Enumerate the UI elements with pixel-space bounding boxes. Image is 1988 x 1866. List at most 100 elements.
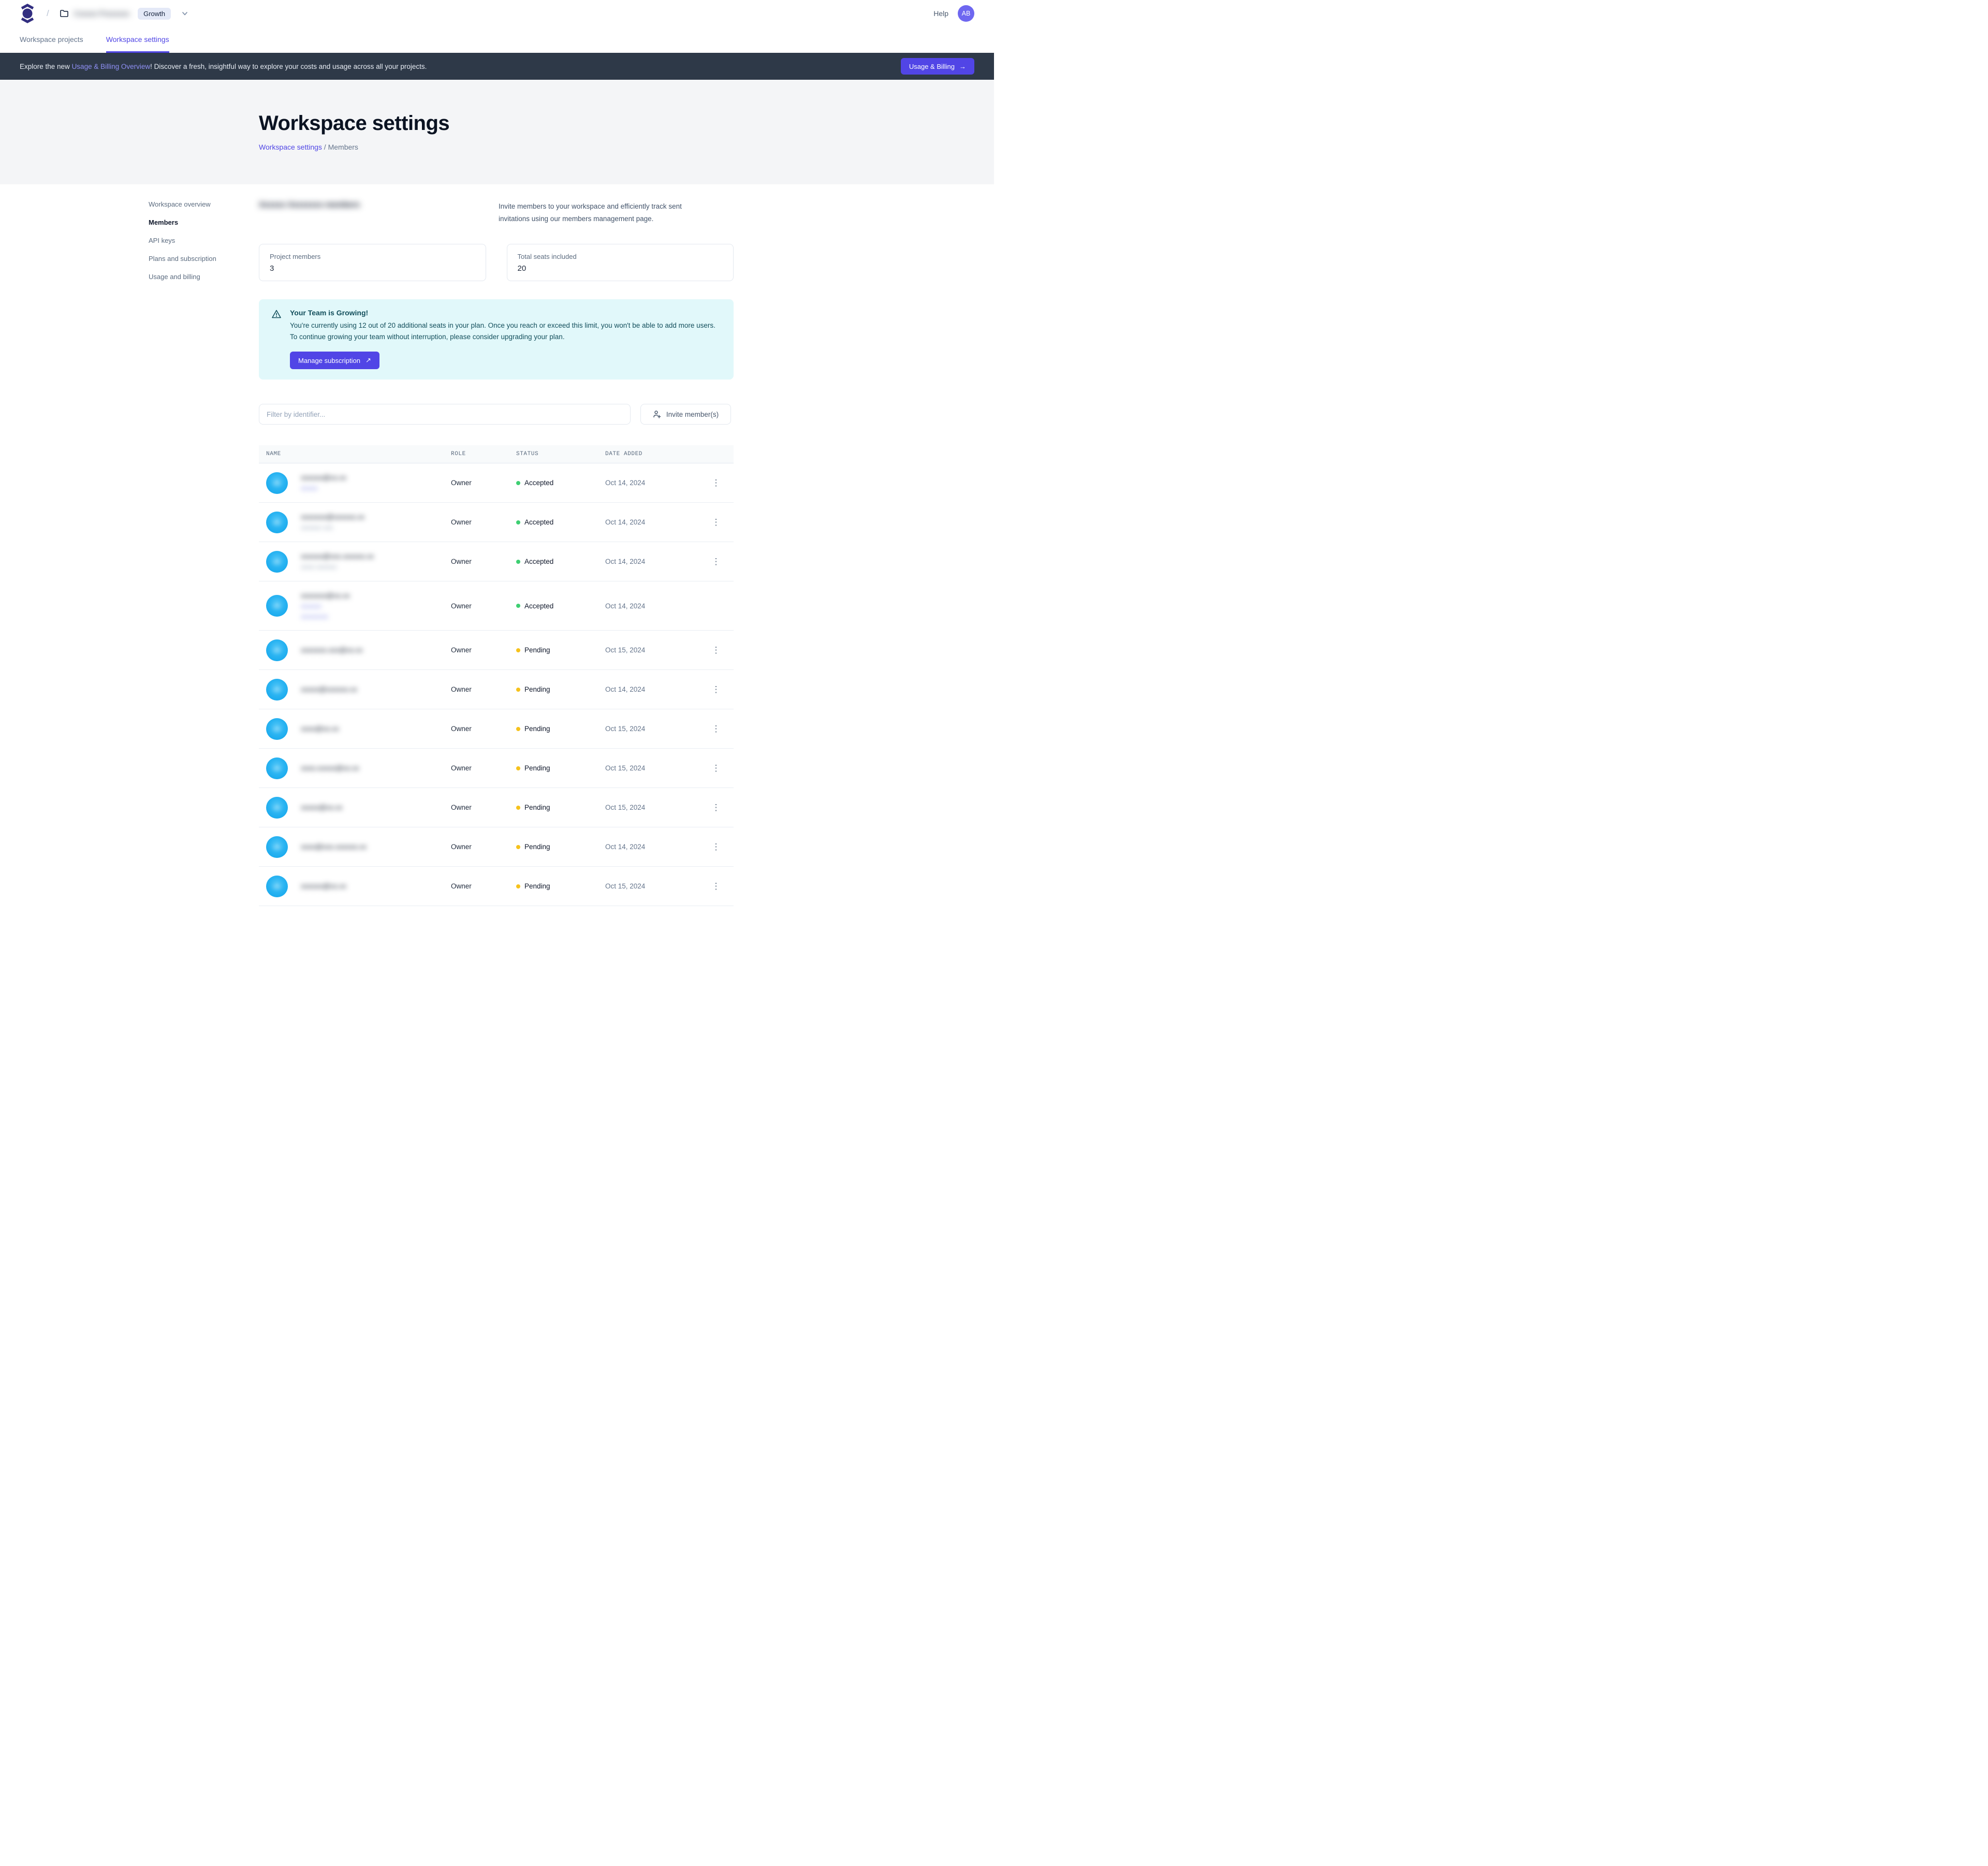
stat-card-total-seats: Total seats included 20 <box>506 244 734 281</box>
column-header-role: ROLE <box>451 451 466 457</box>
row-menu-kebab-icon[interactable]: ⋮ <box>710 516 722 529</box>
stat-value: 3 <box>270 264 274 273</box>
status-label: Pending <box>524 882 550 890</box>
member-name-cell: xo xoxoxox.xox@xo.xx <box>259 639 451 661</box>
member-row: xo xoxox@xo.xx Owner Pending Oct 15, 202… <box>259 788 734 827</box>
member-row: xo xoxox@xoxoxo.xx Owner Pending Oct 14,… <box>259 670 734 709</box>
member-status: Pending <box>516 882 605 890</box>
member-avatar: xo <box>266 678 288 701</box>
invite-members-button[interactable]: Invite member(s) <box>640 404 731 425</box>
warning-icon <box>272 310 281 318</box>
status-dot <box>516 648 520 652</box>
status-label: Pending <box>524 804 550 811</box>
sidenav-item-plans-subscription[interactable]: Plans and subscription <box>149 255 216 263</box>
row-menu-kebab-icon[interactable]: ⋮ <box>710 880 722 893</box>
member-role: Owner <box>451 518 472 526</box>
member-status: Pending <box>516 686 605 693</box>
status-label: Pending <box>524 764 550 772</box>
members-section-heading-redacted: Xxxxxx Xxxxxxxx members <box>259 200 360 209</box>
member-status: Pending <box>516 646 605 654</box>
member-status: Pending <box>516 804 605 811</box>
member-role: Owner <box>451 882 472 890</box>
status-dot <box>516 726 520 731</box>
member-name-cell: xo xoxo@xox.xoxoxo.xx <box>259 836 451 858</box>
member-email-redacted: xoxoxox@xoxoxo.xx <box>301 513 365 521</box>
member-row: xo xoxoxox@xo.xx xoxoxo xoxoxoxo Owner Ac… <box>259 581 734 631</box>
sidenav-item-workspace-overview[interactable]: Workspace overview <box>149 200 211 208</box>
member-row: xo xoxoxo@xox.xoxoxo.xx xoxo xoxoxo Owne… <box>259 542 734 581</box>
member-date-added: Oct 14, 2024 <box>605 518 646 526</box>
team-growing-alert: Your Team is Growing! You're currently u… <box>259 299 734 380</box>
row-menu-kebab-icon[interactable]: ⋮ <box>710 477 722 489</box>
sidenav-item-usage-billing[interactable]: Usage and billing <box>149 273 200 281</box>
status-label: Accepted <box>524 518 554 526</box>
chevron-down-icon[interactable] <box>181 10 188 17</box>
member-status: Pending <box>516 843 605 851</box>
member-date-added: Oct 14, 2024 <box>605 602 646 610</box>
member-name-cell: xo xoxo@xo.xx <box>259 718 451 740</box>
member-name-cell: xo xoxoxox@xoxoxo.xx xoxoxo xox <box>259 511 451 533</box>
column-header-status: STATUS <box>516 451 539 457</box>
help-link[interactable]: Help <box>933 9 948 18</box>
row-menu-kebab-icon[interactable]: ⋮ <box>710 841 722 853</box>
tab-workspace-projects[interactable]: Workspace projects <box>20 35 83 43</box>
member-status: Accepted <box>516 479 605 487</box>
member-role: Owner <box>451 686 472 693</box>
member-row: xo xoxo@xox.xoxoxo.xx Owner Pending Oct … <box>259 827 734 867</box>
filter-input[interactable] <box>259 404 631 425</box>
row-menu-kebab-icon[interactable]: ⋮ <box>710 762 722 775</box>
members-section-description: Invite members to your workspace and eff… <box>499 202 682 223</box>
members-table: NAME ROLE STATUS DATE ADDED xo xoxoxo@xo… <box>259 445 734 906</box>
row-menu-kebab-icon[interactable]: ⋮ <box>710 683 722 696</box>
user-avatar[interactable]: AB <box>958 5 974 22</box>
member-avatar: xo <box>266 595 288 617</box>
alert-title: Your Team is Growing! <box>290 309 369 317</box>
workspace-name-redacted: Cxxxxx Pxxxxxxx <box>74 9 130 18</box>
row-menu-kebab-icon[interactable]: ⋮ <box>710 801 722 814</box>
row-menu-kebab-icon[interactable]: ⋮ <box>710 644 722 657</box>
member-date-added: Oct 15, 2024 <box>605 725 646 733</box>
workspace-breadcrumb: Cxxxxx Pxxxxxxx Growth <box>60 7 188 20</box>
row-menu-kebab-icon[interactable]: ⋮ <box>710 723 722 735</box>
member-avatar: xo <box>266 550 288 573</box>
status-label: Pending <box>524 843 550 851</box>
breadcrumb-current: Members <box>328 143 358 151</box>
status-dot <box>516 766 520 770</box>
usage-billing-button[interactable]: Usage & Billing → <box>900 58 974 75</box>
member-role: Owner <box>451 479 472 487</box>
member-avatar: xo <box>266 511 288 533</box>
row-menu-kebab-icon[interactable]: ⋮ <box>710 556 722 568</box>
member-name-cell: xo xoxox@xoxoxo.xx <box>259 678 451 701</box>
sidenav-item-members[interactable]: Members <box>149 218 179 226</box>
member-avatar: xo <box>266 639 288 661</box>
app-logo-icon[interactable] <box>20 4 35 23</box>
breadcrumb-separator: / <box>47 8 49 18</box>
member-email-redacted: xoxoxox@xo.xx <box>301 591 350 600</box>
status-dot <box>516 604 520 608</box>
member-email-redacted: xoxo@xo.xx <box>301 725 339 733</box>
members-table-header: NAME ROLE STATUS DATE ADDED <box>259 445 734 463</box>
stat-card-project-members: Project members 3 <box>259 244 486 281</box>
member-subname-redacted: xoxoxoxo <box>301 613 328 620</box>
member-role: Owner <box>451 804 472 811</box>
member-role: Owner <box>451 646 472 654</box>
workspace-tabs: Workspace projects Workspace settings <box>0 27 994 53</box>
page-breadcrumb: Workspace settings / Members <box>259 143 358 151</box>
tab-workspace-settings[interactable]: Workspace settings <box>106 35 169 53</box>
page-header: Workspace settings Workspace settings / … <box>0 80 994 184</box>
top-bar: / Cxxxxx Pxxxxxxx Growth Help AB <box>0 0 994 27</box>
member-avatar: xo <box>266 796 288 819</box>
banner-link[interactable]: Usage & Billing Overview <box>71 62 151 70</box>
member-row: xo xoxoxo@xo.xx Owner Pending Oct 15, 20… <box>259 867 734 906</box>
member-email-redacted: xoxoxo@xo.xx <box>301 474 346 482</box>
member-subname-redacted: xoxox <box>301 485 318 492</box>
member-avatar: xo <box>266 472 288 494</box>
breadcrumb-workspace-settings-link[interactable]: Workspace settings <box>259 143 322 151</box>
column-header-date-added: DATE ADDED <box>605 451 643 457</box>
sidenav-item-api-keys[interactable]: API keys <box>149 237 176 244</box>
settings-sidenav: Workspace overview Members API keys Plan… <box>149 200 259 906</box>
member-subname-redacted: xoxoxo <box>301 602 321 610</box>
member-name-cell: xo xoxoxo@xo.xx <box>259 875 451 897</box>
manage-subscription-button[interactable]: Manage subscription ↗ <box>290 352 379 369</box>
plan-badge[interactable]: Growth <box>138 7 171 20</box>
